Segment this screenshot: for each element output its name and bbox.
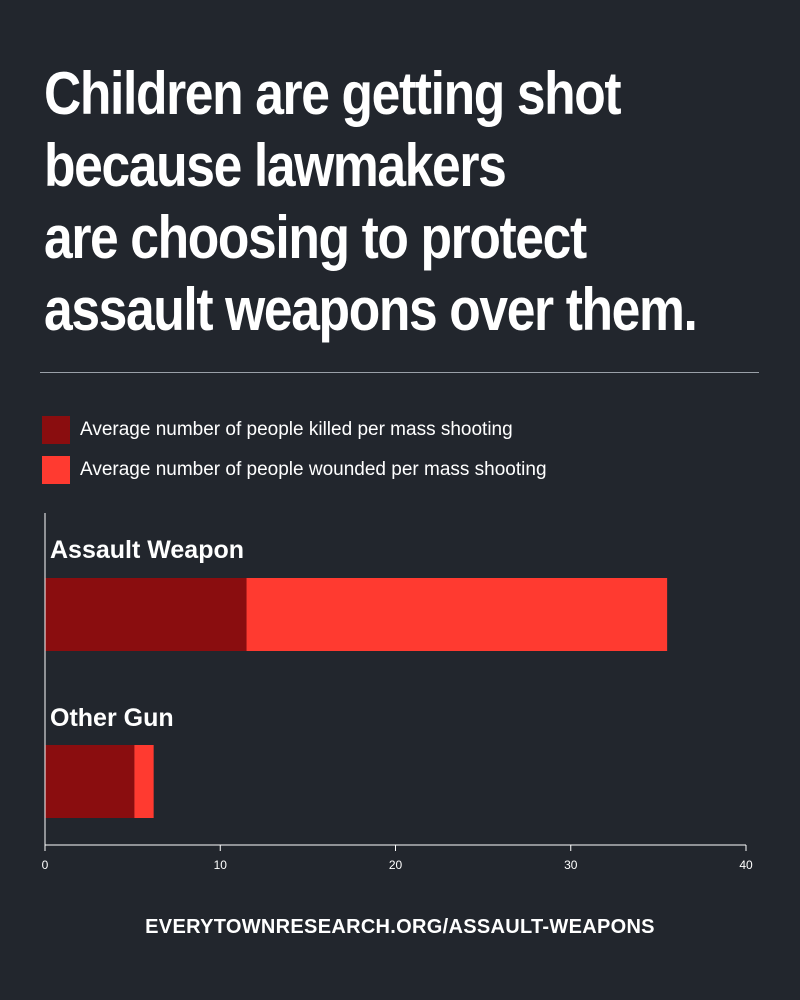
x-tick-label-0: 0	[42, 858, 49, 872]
legend-item-wounded: Average number of people wounded per mas…	[42, 450, 547, 490]
legend-swatch-wounded	[42, 456, 70, 484]
headline-line-4: assault weapons over them.	[44, 276, 698, 343]
headline-line-2: because lawmakers	[44, 132, 507, 199]
bar-other-gun-wounded	[134, 745, 154, 818]
category-label-other-gun: Other Gun	[50, 704, 174, 732]
x-tick-label-20: 20	[389, 858, 403, 872]
category-label-assault-weapon: Assault Weapon	[50, 536, 244, 564]
x-tick-label-40: 40	[739, 858, 753, 872]
source-url: EVERYTOWNRESEARCH.ORG/ASSAULT-WEAPONS	[145, 916, 655, 938]
legend-label-killed: Average number of people killed per mass…	[80, 419, 513, 440]
headline: Children are getting shot because lawmak…	[44, 58, 698, 346]
headline-line-1: Children are getting shot	[44, 60, 622, 127]
bar-assault-weapon-killed	[45, 578, 247, 651]
bar-assault-weapon-wounded	[246, 578, 668, 651]
divider	[40, 372, 759, 373]
chart-legend: Average number of people killed per mass…	[42, 410, 547, 490]
headline-line-3: are choosing to protect	[44, 204, 587, 271]
legend-label-wounded: Average number of people wounded per mas…	[80, 459, 547, 480]
legend-swatch-killed	[42, 416, 70, 444]
x-tick-label-10: 10	[214, 858, 228, 872]
legend-item-killed: Average number of people killed per mass…	[42, 410, 547, 450]
x-tick-label-30: 30	[564, 858, 578, 872]
bar-other-gun-killed	[45, 745, 135, 818]
